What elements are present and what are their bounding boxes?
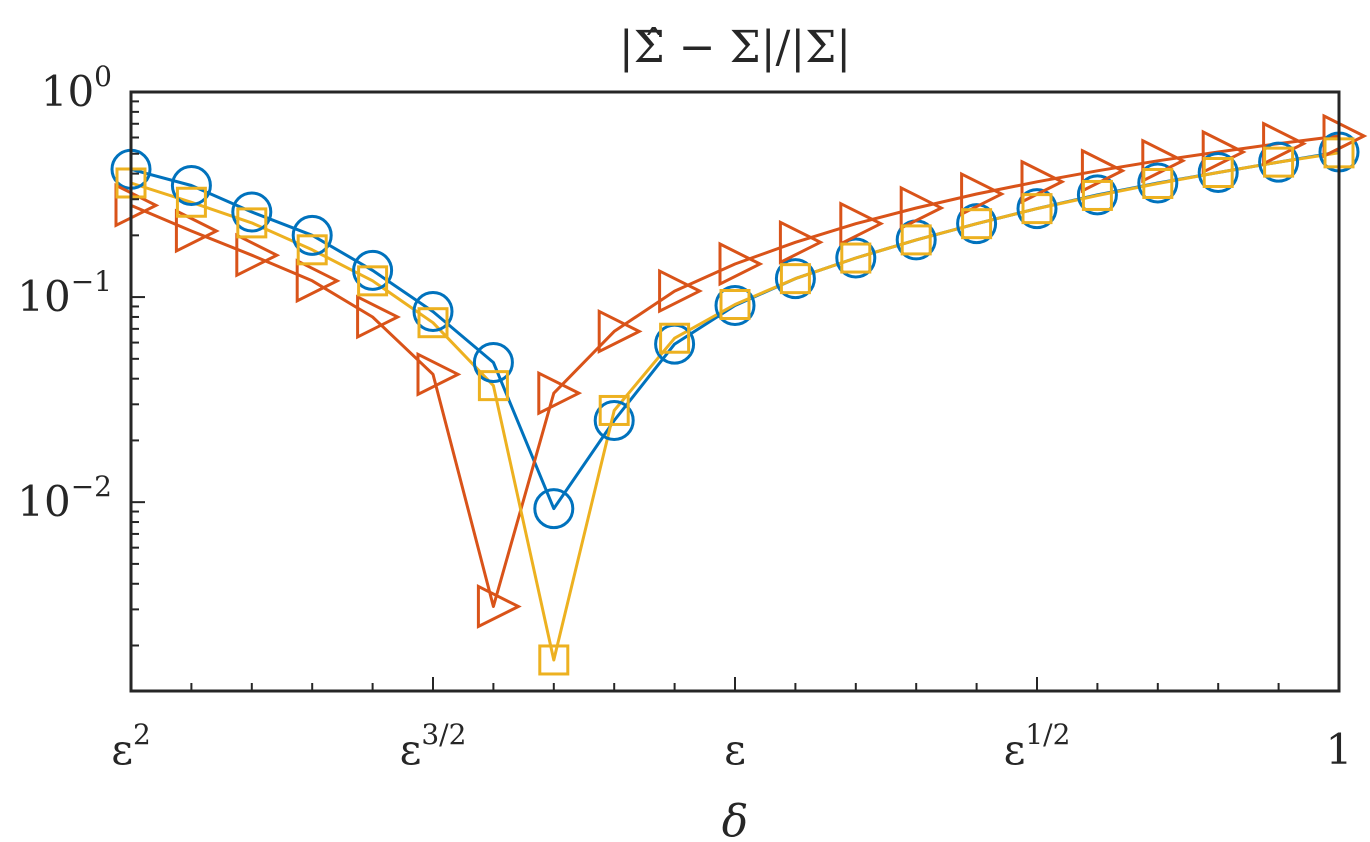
y-tick-label: 10−1 — [17, 265, 112, 321]
data-point-triangle — [718, 241, 764, 287]
data-point-circle — [1197, 152, 1239, 194]
data-point-square — [417, 307, 449, 339]
data-point-square — [538, 644, 570, 676]
data-point-triangle — [839, 201, 885, 247]
x-tick-label: 1 — [1326, 725, 1353, 774]
data-point-triangle — [1020, 159, 1066, 205]
data-point-circle — [231, 191, 273, 233]
data-point-square — [779, 263, 811, 295]
data-point-square — [1263, 146, 1295, 178]
data-point-square — [598, 394, 630, 426]
data-point-triangle — [235, 232, 281, 278]
data-point-circle — [835, 237, 877, 279]
data-point-square — [1081, 179, 1113, 211]
data-point-square — [1142, 167, 1174, 199]
y-tick-label: 10−2 — [17, 470, 112, 526]
data-point-triangle — [1201, 129, 1247, 175]
series-line-circle — [130, 150, 1340, 511]
data-point-circle — [956, 203, 998, 245]
plot-area — [110, 113, 1368, 676]
data-point-square — [296, 234, 328, 266]
x-axis-label: δ — [722, 796, 749, 842]
data-point-circle — [1076, 174, 1118, 216]
data-point-square — [236, 207, 268, 239]
data-point-square — [961, 208, 993, 240]
data-point-square — [1021, 193, 1053, 225]
data-point-triangle — [416, 351, 462, 397]
chart-title: |Σ̂ − Σ|/|Σ| — [619, 22, 851, 73]
data-point-square — [659, 322, 691, 354]
series-line-square — [130, 151, 1340, 662]
x-tick-label: ε1/2 — [1004, 718, 1071, 774]
x-tick-label: ε3/2 — [400, 718, 467, 774]
data-point-triangle — [658, 268, 703, 314]
data-point-square — [1202, 157, 1234, 189]
data-point-triangle — [597, 309, 643, 354]
data-point-circle — [170, 165, 212, 207]
data-point-square — [477, 370, 509, 402]
data-point-circle — [1016, 188, 1058, 230]
data-point-circle — [352, 249, 394, 291]
data-point-circle — [1258, 141, 1300, 183]
data-point-square — [719, 289, 751, 321]
data-point-triangle — [114, 182, 160, 228]
data-point-triangle — [295, 258, 341, 304]
data-point-square — [357, 265, 389, 297]
data-point-circle — [593, 400, 635, 442]
data-point-triangle — [778, 219, 824, 265]
data-point-circle — [412, 291, 454, 333]
data-point-circle — [774, 258, 816, 300]
data-point-square — [840, 242, 872, 274]
data-point-triangle — [1322, 113, 1368, 159]
data-point-circle — [714, 284, 756, 326]
x-tick-label: ε2 — [111, 718, 151, 774]
axes: 100 10−1 10−2 ε2 ε3/2 ε ε1/2 1 — [17, 60, 1352, 774]
y-tick-label: 100 — [41, 60, 112, 116]
series-line-triangle-right — [130, 134, 1340, 608]
data-point-triangle — [537, 370, 583, 416]
data-point-square — [175, 186, 207, 218]
data-point-triangle — [476, 584, 522, 629]
data-point-triangle — [174, 208, 220, 254]
data-point-triangle — [1262, 121, 1307, 167]
data-point-circle — [533, 488, 575, 530]
x-tick-label: ε — [724, 725, 746, 774]
data-point-square — [900, 224, 932, 256]
data-point-triangle — [899, 185, 945, 231]
data-point-triangle — [356, 294, 401, 340]
data-point-circle — [1137, 162, 1179, 204]
data-point-triangle — [960, 171, 1005, 217]
data-point-circle — [291, 214, 333, 256]
data-point-circle — [472, 341, 514, 383]
